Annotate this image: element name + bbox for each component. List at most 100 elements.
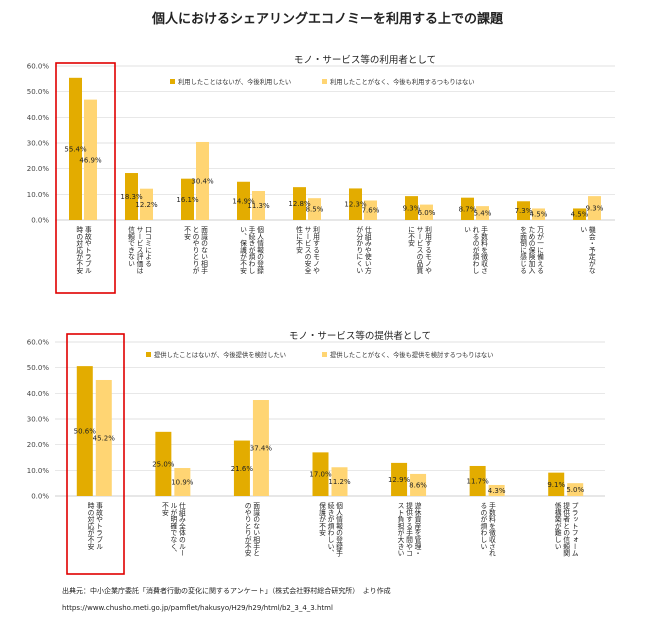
data-label-series1: 16.1% bbox=[176, 196, 199, 204]
category-label: 機会・予定がな bbox=[587, 225, 595, 274]
category-label: 手続きが煩わし bbox=[247, 225, 255, 274]
data-label-series2: 8.6% bbox=[409, 481, 427, 489]
data-label-series2: 5.4% bbox=[474, 210, 492, 218]
data-label-series2: 30.4% bbox=[191, 177, 214, 185]
bar-series2 bbox=[252, 400, 269, 496]
category-label: 個人情報の登録手 bbox=[335, 501, 343, 558]
category-label: 面識のない相手と bbox=[252, 502, 260, 557]
category-label: 時の対応が不安 bbox=[86, 502, 94, 551]
category-label: 続きが煩わしい、 bbox=[326, 501, 334, 556]
data-label-series2: 45.2% bbox=[93, 434, 116, 442]
bar-series1 bbox=[312, 452, 329, 496]
y-tick-label: 40.0% bbox=[27, 390, 50, 398]
bar-series2 bbox=[140, 188, 153, 220]
bar-series1 bbox=[469, 465, 486, 496]
category-label: 仕組みや使い方 bbox=[363, 225, 371, 275]
data-label-series2: 11.2% bbox=[328, 478, 351, 486]
y-tick-label: 10.0% bbox=[27, 191, 50, 199]
category-label: 個人情報の登録 bbox=[256, 225, 264, 274]
category-label: い bbox=[463, 226, 471, 233]
main-title: 個人におけるシェアリングエコノミーを利用する上での課題 bbox=[151, 12, 503, 27]
legend-label: 提供したことがなく、今後も提供を検討するつもりはない bbox=[330, 350, 493, 359]
category-label: 提供者との信頼関 bbox=[562, 501, 570, 558]
bar-series2 bbox=[567, 483, 584, 496]
category-label: 利用するモノや bbox=[312, 225, 320, 274]
bar-series1 bbox=[155, 431, 172, 496]
data-label-series1: 25.0% bbox=[152, 460, 175, 468]
data-label-series1: 17.0% bbox=[309, 471, 332, 479]
y-tick-label: 50.0% bbox=[27, 88, 50, 96]
category-label: 利用するモノや bbox=[424, 225, 432, 274]
data-label-series1: 11.7% bbox=[467, 477, 490, 485]
bar-series2 bbox=[364, 200, 377, 220]
bar-series1 bbox=[76, 366, 93, 496]
category-label: 面識のない相手 bbox=[200, 226, 208, 275]
category-label: スト負担が大きい bbox=[396, 502, 404, 557]
data-label-series2: 9.3% bbox=[586, 205, 604, 213]
legend-swatch bbox=[322, 352, 327, 357]
bar-series1 bbox=[125, 173, 138, 220]
data-label-series1: 7.3% bbox=[515, 207, 533, 215]
data-label-series2: 6.0% bbox=[418, 209, 436, 217]
category-label: 時の対応が不安 bbox=[75, 226, 83, 275]
category-label: 保護が不安 bbox=[318, 501, 326, 537]
data-label-series1: 12.8% bbox=[288, 200, 311, 208]
category-label: とのやりとりが bbox=[191, 226, 199, 274]
category-label: 不安 bbox=[160, 502, 168, 517]
category-label: サービスの品質 bbox=[415, 226, 423, 275]
category-label: 仕組み全体のルー bbox=[177, 501, 185, 556]
bar-series1 bbox=[181, 178, 194, 220]
bar-series1 bbox=[233, 440, 250, 496]
bar-series2 bbox=[252, 190, 265, 220]
data-label-series2: 5.0% bbox=[566, 486, 584, 494]
y-tick-label: 30.0% bbox=[27, 140, 50, 148]
data-label-series1: 50.6% bbox=[74, 428, 97, 436]
category-label: 遊休資産を管理・ bbox=[413, 501, 421, 556]
bar-series2 bbox=[308, 198, 321, 220]
y-tick-label: 20.0% bbox=[27, 165, 50, 173]
category-label: のやりとりが不安 bbox=[243, 502, 251, 558]
bar-series1 bbox=[293, 187, 306, 220]
data-label-series1: 14.9% bbox=[232, 197, 255, 205]
data-label-series2: 4.5% bbox=[530, 211, 548, 219]
data-label-series2: 12.2% bbox=[135, 201, 158, 209]
category-label: い、保護が不安 bbox=[239, 226, 247, 275]
bar-series1 bbox=[461, 197, 474, 220]
category-label: 不安 bbox=[183, 226, 191, 241]
bar-series1 bbox=[517, 201, 530, 220]
bar-series2 bbox=[476, 206, 489, 220]
y-tick-label: 30.0% bbox=[27, 416, 50, 424]
data-label-series2: 10.9% bbox=[171, 479, 194, 487]
data-label-series2: 8.5% bbox=[306, 206, 324, 214]
source-url: https://www.chusho.meti.go.jp/pamflet/ha… bbox=[62, 604, 333, 612]
category-label: を面倒に感じる bbox=[519, 226, 527, 274]
legend-label: 提供したことはないが、今後提供を検討したい bbox=[154, 350, 286, 359]
bar-series2 bbox=[588, 196, 601, 220]
category-label: ルが明確でなく、 bbox=[169, 502, 177, 556]
bar-series2 bbox=[420, 204, 433, 220]
category-label: が分かりにくい bbox=[355, 225, 363, 274]
bar-series2 bbox=[410, 473, 427, 496]
bar-series1 bbox=[237, 181, 250, 220]
data-label-series1: 4.5% bbox=[571, 211, 589, 219]
bar-series1 bbox=[548, 472, 565, 496]
bar-series1 bbox=[573, 208, 586, 220]
data-label-series1: 21.6% bbox=[231, 465, 254, 473]
legend-label: 利用したことがなく、今後も利用するつもりはない bbox=[330, 77, 475, 86]
data-label-series1: 12.9% bbox=[388, 476, 411, 484]
data-label-series1: 9.3% bbox=[403, 205, 421, 213]
category-label: サービス評価は bbox=[135, 226, 143, 274]
data-label-series2: 37.4% bbox=[250, 445, 273, 453]
y-tick-label: 60.0% bbox=[27, 63, 50, 71]
data-label-series1: 8.7% bbox=[459, 205, 477, 213]
data-label-series1: 12.3% bbox=[344, 201, 367, 209]
y-tick-label: 40.0% bbox=[27, 114, 50, 122]
category-label: 口コミによる bbox=[144, 226, 152, 267]
legend-label: 利用したことはないが、今後利用したい bbox=[178, 77, 291, 86]
category-label: 手数料を徴収され bbox=[487, 501, 495, 557]
data-label-series2: 4.3% bbox=[488, 487, 506, 495]
category-label: 信頼できない bbox=[127, 225, 135, 267]
category-label: 提供する手間やコ bbox=[405, 501, 413, 557]
bar-series2 bbox=[174, 468, 191, 496]
